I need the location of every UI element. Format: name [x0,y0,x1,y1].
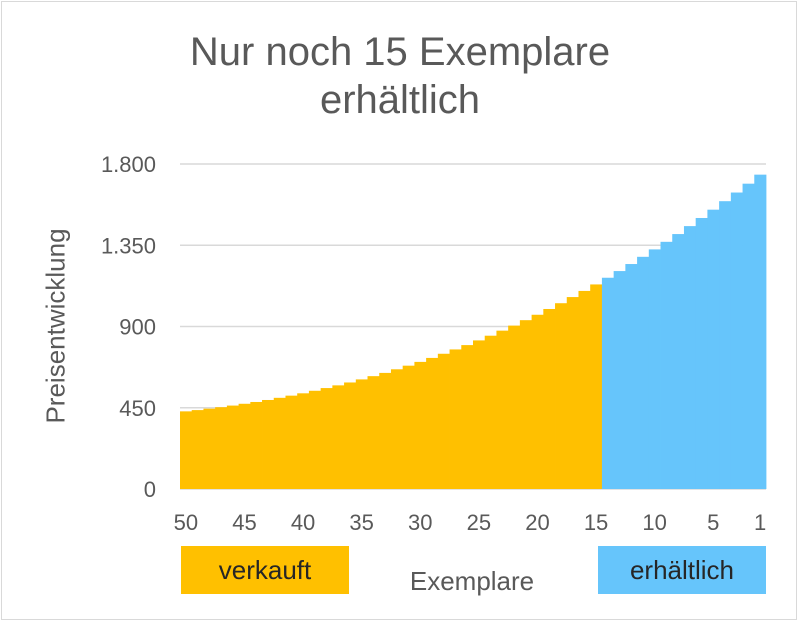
x-tick-label: 10 [642,510,666,535]
x-tick-label: 30 [408,510,432,535]
y-axis-label: Preisentwicklung [40,228,71,424]
bar-verkauft-45 [238,403,251,489]
x-tick-label: 50 [174,510,198,535]
bar-verkauft-35 [355,379,368,489]
y-tick-label: 0 [144,477,156,502]
bar-erhaeltlich-9 [660,241,673,489]
chart-title: Nur noch 15 Exemplare erhältlich [0,28,800,124]
bar-verkauft-48 [203,408,216,489]
bar-verkauft-42 [273,397,286,489]
bar-erhaeltlich-4 [719,201,732,489]
bar-verkauft-38 [320,388,333,489]
bar-verkauft-16 [578,290,591,489]
bar-erhaeltlich-10 [648,249,661,489]
x-tick-label: 1 [754,510,766,535]
y-tick-label: 900 [119,315,156,340]
x-tick-label: 35 [349,510,373,535]
legend-label-verkauft: verkauft [218,554,312,585]
bar-verkauft-15 [590,284,603,489]
bar-verkauft-37 [332,385,345,489]
x-tick-label: 25 [467,510,491,535]
chart-title-line-1: Nur noch 15 Exemplare [189,30,611,74]
bar-verkauft-49 [191,410,204,489]
bar-verkauft-43 [262,399,275,489]
bar-verkauft-44 [250,401,263,489]
bar-verkauft-23 [496,330,509,489]
bar-verkauft-40 [297,393,310,489]
bar-verkauft-28 [437,353,450,489]
bar-erhaeltlich-3 [730,192,743,489]
bar-erhaeltlich-14 [601,277,615,489]
bar-verkauft-24 [484,335,497,489]
chart-title-line-2: erhältlich [319,78,481,122]
bar-erhaeltlich-7 [683,226,697,490]
bar-verkauft-36 [344,382,357,489]
bar-verkauft-21 [519,320,532,489]
bar-verkauft-18 [555,303,568,489]
bar-verkauft-50 [180,411,193,489]
legend-item-verkauft: verkauft [181,546,349,594]
bar-verkauft-31 [402,365,415,489]
bar-erhaeltlich-5 [707,209,720,489]
bar-verkauft-26 [461,345,474,489]
x-tick-label: 5 [707,510,719,535]
bar-verkauft-39 [308,390,322,489]
legend-item-erhaeltlich: erhältlich [598,546,766,594]
bar-verkauft-34 [367,376,380,489]
bar-verkauft-22 [508,325,521,489]
bar-erhaeltlich-11 [637,256,650,489]
bar-erhaeltlich-12 [625,264,638,489]
x-tick-label: 15 [584,510,608,535]
bar-verkauft-27 [449,349,462,489]
x-tick-label: 20 [525,510,549,535]
bar-verkauft-17 [566,297,579,489]
bar-verkauft-19 [543,308,556,489]
bar-erhaeltlich-13 [613,271,626,489]
y-tick-label: 1.800 [101,152,156,177]
y-tick-label: 450 [119,396,156,421]
x-tick-label: 40 [291,510,315,535]
bar-verkauft-46 [226,405,239,489]
x-tick-label: 45 [232,510,256,535]
bar-verkauft-41 [285,395,298,489]
bar-erhaeltlich-6 [695,217,708,490]
bar-erhaeltlich-2 [742,183,755,489]
bar-verkauft-30 [414,361,427,489]
bar-verkauft-32 [390,369,404,489]
bar-verkauft-20 [531,314,544,489]
bar-verkauft-29 [426,357,439,489]
bar-verkauft-47 [215,407,228,489]
x-axis-label: Exemplare [409,566,535,596]
bar-erhaeltlich-1 [754,174,767,489]
bar-verkauft-33 [379,372,392,489]
y-tick-label: 1.350 [101,233,156,258]
bar-verkauft-25 [473,340,486,489]
bar-erhaeltlich-8 [672,234,685,489]
legend-label-erhaeltlich: erhältlich [629,554,735,585]
